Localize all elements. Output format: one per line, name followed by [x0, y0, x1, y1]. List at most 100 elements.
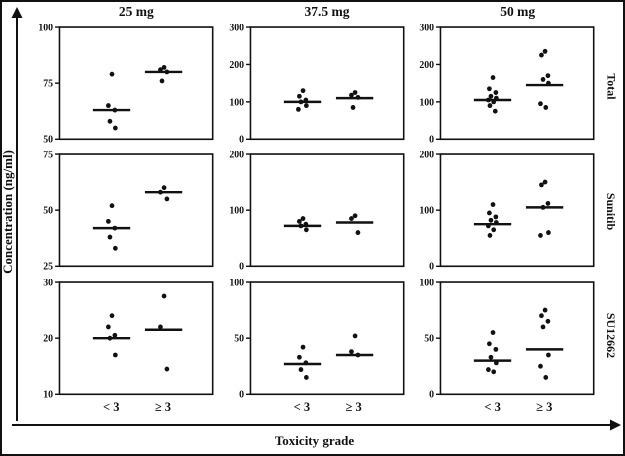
data-point — [161, 185, 167, 191]
data-point — [543, 179, 548, 185]
data-point — [491, 227, 497, 233]
data-point — [543, 48, 548, 54]
x-category-ge3: ≥ 3 — [345, 400, 362, 414]
data-point — [494, 360, 500, 365]
data-point — [352, 333, 358, 339]
data-point — [106, 103, 111, 109]
data-point — [538, 233, 544, 239]
data-point — [348, 216, 354, 222]
y-tick-label: 200 — [420, 60, 435, 71]
data-point — [540, 205, 546, 211]
data-point — [486, 97, 492, 103]
y-tick-label: 50 — [425, 333, 435, 344]
panel-total-375mg: 0 100 200 300 — [229, 24, 405, 143]
data-point — [112, 352, 118, 358]
data-point — [159, 78, 165, 84]
y-tick-label: 100 — [38, 24, 53, 34]
y-axis-arrow — [11, 7, 23, 421]
y-tick-label: 10 — [43, 389, 53, 398]
y-tick-label: 0 — [430, 135, 435, 144]
data-point — [355, 352, 360, 358]
y-tick-label: 75 — [43, 78, 53, 89]
data-point — [303, 222, 308, 227]
data-point — [303, 374, 309, 380]
data-point — [487, 233, 493, 239]
data-point — [112, 125, 118, 131]
x-axis-label: Toxicity grade — [274, 433, 355, 448]
x-category-ge3: ≥ 3 — [536, 400, 553, 414]
data-point — [543, 307, 548, 313]
data-point — [491, 99, 497, 105]
data-point — [488, 93, 494, 99]
y-tick-label: 0 — [430, 262, 435, 271]
data-point — [303, 97, 308, 103]
data-point — [164, 69, 170, 75]
data-point — [303, 360, 308, 365]
panel-su12662-50mg: 0 50 100 — [420, 279, 595, 398]
data-point — [546, 80, 552, 86]
x-arrowhead-icon — [610, 419, 621, 431]
panel-sunitib-375mg: 0 100 200 — [229, 151, 405, 271]
data-point — [540, 76, 546, 82]
y-tick-label: 100 — [420, 279, 435, 289]
data-point — [487, 341, 493, 346]
data-point — [490, 202, 496, 208]
data-point — [487, 210, 493, 216]
data-point — [300, 216, 306, 222]
data-point — [352, 213, 358, 219]
panel-su12662-25mg: 10 20 30 — [43, 279, 214, 398]
column-header-50mg: 50 mg — [500, 4, 536, 19]
y-tick-label: 0 — [430, 389, 435, 398]
row-label-total-wrap: Total — [598, 24, 623, 149]
x-axis-arrow — [12, 419, 621, 431]
data-point — [158, 67, 163, 73]
data-point — [109, 71, 115, 77]
data-point — [296, 93, 302, 99]
data-point — [348, 348, 354, 354]
y-tick-label: 30 — [43, 279, 53, 289]
data-point — [490, 329, 496, 335]
y-tick-label: 100 — [420, 97, 435, 108]
data-point — [493, 90, 499, 95]
data-point — [493, 346, 499, 352]
data-point — [546, 230, 552, 236]
panel-grid: 50 75 100 0 100 200 300 0 100 200 300 25 50 75 0 100 200… — [30, 24, 596, 398]
data-point — [112, 246, 118, 252]
data-point — [300, 344, 306, 350]
data-point — [348, 92, 354, 98]
y-tick-label: 0 — [239, 262, 244, 271]
x-category-lt3: < 3 — [484, 400, 501, 414]
data-point — [540, 324, 546, 330]
data-point — [298, 223, 303, 229]
data-point — [350, 105, 356, 110]
data-point — [493, 214, 499, 220]
y-axis-label-wrap: Concentration (ng/ml) — [2, 20, 20, 404]
data-point — [543, 105, 549, 110]
column-header-37-5mg: 37.5 mg — [304, 4, 350, 19]
data-point — [295, 106, 301, 112]
data-point — [546, 352, 552, 358]
y-tick-label: 100 — [229, 206, 244, 217]
data-point — [493, 108, 498, 114]
y-tick-label: 50 — [43, 135, 53, 144]
y-tick-label: 0 — [239, 389, 244, 398]
data-point — [545, 201, 551, 207]
data-point — [109, 312, 115, 318]
y-tick-label: 25 — [43, 262, 53, 271]
data-point — [298, 99, 303, 105]
data-point — [158, 190, 163, 195]
panel-total-50mg: 0 100 200 300 — [420, 24, 595, 144]
x-category-lt3: < 3 — [293, 400, 311, 414]
data-point — [300, 88, 306, 94]
data-point — [109, 203, 115, 209]
data-point — [355, 94, 360, 100]
data-point — [161, 293, 167, 299]
x-categories-col-1: < 3 ≥ 3 — [30, 400, 215, 416]
data-point — [539, 312, 545, 318]
x-categories-col-3: < 3 ≥ 3 — [411, 400, 596, 416]
row-label-su12662: SU12662 — [604, 313, 619, 359]
data-point — [158, 324, 163, 330]
data-point — [545, 318, 551, 324]
y-tick-label: 300 — [420, 24, 435, 34]
